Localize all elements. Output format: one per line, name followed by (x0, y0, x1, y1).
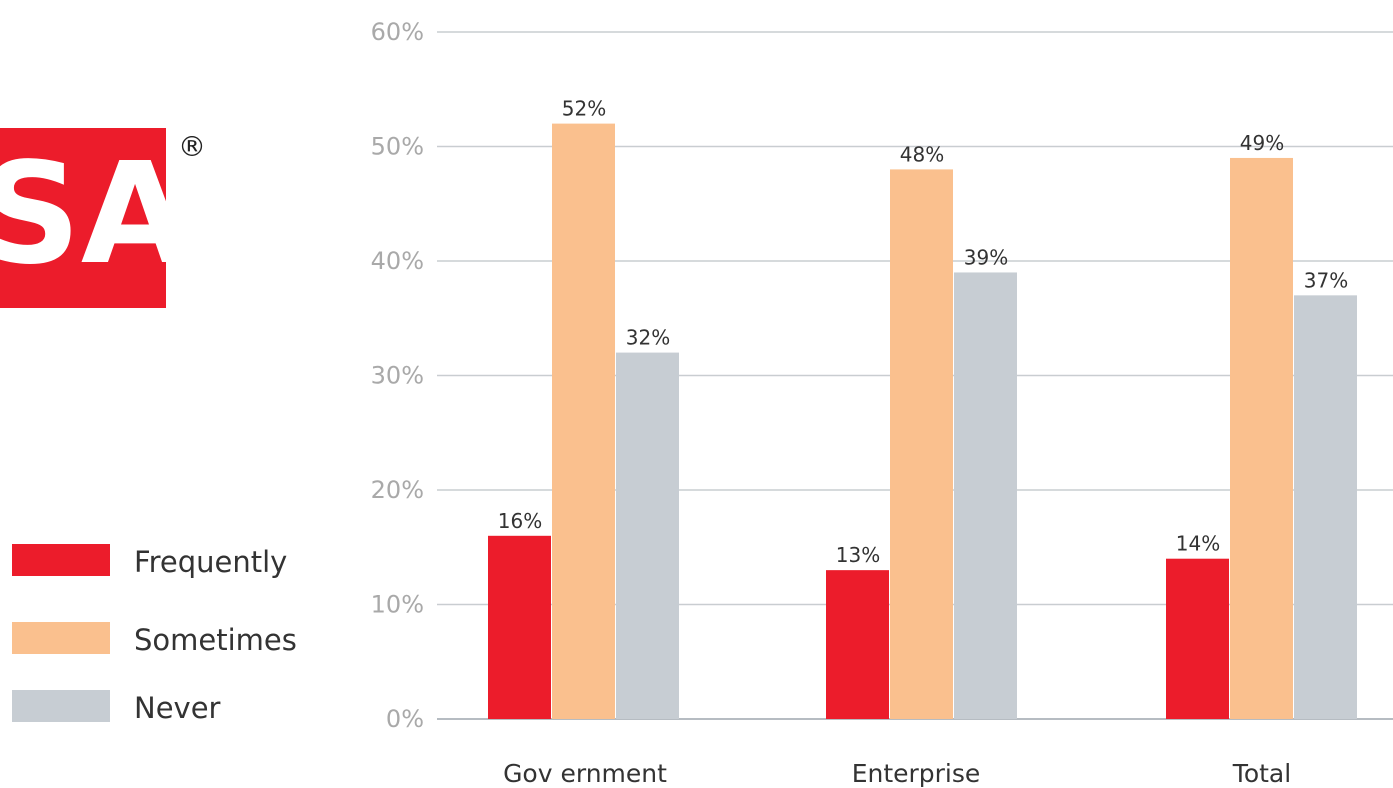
logo-box (0, 128, 166, 308)
legend-swatch-never (12, 690, 110, 722)
bar-never-0 (616, 352, 679, 719)
y-axis-ticks: 0% 10% 20% 30% 40% 50% 60% (371, 18, 424, 733)
data-label: 49% (1240, 131, 1284, 155)
x-axis-categories: Gov ernment Enterprise Total (503, 759, 1291, 788)
data-label: 48% (900, 142, 944, 166)
bar-sometimes-2 (1230, 157, 1293, 719)
data-label: 52% (562, 97, 606, 121)
y-tick-label: 40% (371, 247, 424, 275)
data-label: 32% (626, 326, 670, 350)
bar-frequently-2 (1166, 558, 1229, 719)
category-label: Total (1232, 759, 1291, 788)
y-tick-label: 20% (371, 476, 424, 504)
y-tick-label: 0% (386, 705, 424, 733)
bar-frequently-1 (826, 570, 889, 719)
data-label: 16% (498, 509, 542, 533)
bar-sometimes-1 (890, 169, 953, 719)
data-labels: 16% 52% 32% 13% 48% 39% 14% 49% 37% (498, 97, 1348, 568)
registered-mark: ® (178, 130, 206, 163)
data-label: 13% (836, 543, 880, 567)
legend-label-sometimes: Sometimes (134, 623, 297, 657)
legend-swatch-frequently (12, 544, 110, 576)
legend-label-frequently: Frequently (134, 545, 287, 579)
rsa-logo: SA ® (0, 128, 206, 308)
y-tick-label: 60% (371, 18, 424, 46)
bar-never-2 (1294, 295, 1357, 719)
data-label: 14% (1176, 532, 1220, 556)
category-label: Enterprise (852, 759, 981, 788)
bars (488, 123, 1357, 720)
legend-swatch-sometimes (12, 622, 110, 654)
data-label: 37% (1304, 268, 1348, 292)
bar-never-1 (954, 272, 1017, 719)
data-label: 39% (964, 245, 1008, 269)
y-tick-label: 30% (371, 362, 424, 390)
logo-text: SA (0, 133, 189, 296)
bar-sometimes-0 (552, 123, 615, 720)
bar-frequently-0 (488, 535, 551, 719)
y-tick-label: 50% (371, 133, 424, 161)
legend: Frequently Sometimes Never (12, 544, 297, 725)
y-tick-label: 10% (371, 591, 424, 619)
legend-label-never: Never (134, 691, 221, 725)
category-label: Gov ernment (503, 759, 667, 788)
